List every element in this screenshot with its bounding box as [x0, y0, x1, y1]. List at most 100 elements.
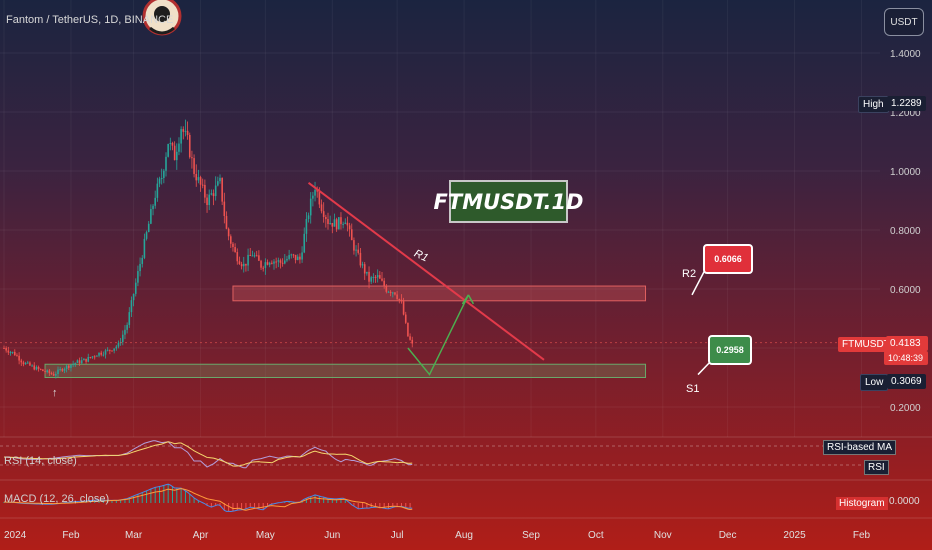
candle-body [93, 356, 96, 358]
candle-body [320, 204, 323, 212]
candle-body [39, 368, 42, 370]
low-label: Low [860, 374, 889, 391]
macd-zero-value: 0.0000 [889, 496, 920, 507]
currency-button[interactable]: USDT [884, 8, 924, 36]
candle-body [20, 360, 23, 363]
candle-body [338, 217, 340, 230]
candle-body [268, 262, 271, 265]
candle-body [33, 365, 36, 370]
r2-callout[interactable]: 0.6066 [703, 244, 753, 274]
candle-body [236, 252, 239, 262]
candle-body [266, 262, 269, 265]
macd-pane-title[interactable]: MACD (12, 26, close) [4, 493, 110, 505]
candle-body [72, 363, 74, 365]
chart-title-annotation[interactable]: FTMUSDT.1D [434, 180, 583, 223]
candle-body [5, 348, 7, 351]
candle-body [176, 151, 178, 161]
candle-body [61, 369, 64, 371]
candle-body [340, 217, 342, 225]
candle-body [381, 278, 383, 281]
candle-body [186, 130, 189, 135]
candle-body [249, 254, 252, 256]
projection-arrowhead [461, 294, 475, 305]
candle-body [124, 329, 126, 335]
rsi-tag: RSI [864, 460, 889, 475]
candle-body [152, 205, 154, 210]
candle-body [85, 358, 87, 362]
candle-body [325, 217, 327, 220]
candle-body [98, 352, 100, 356]
candle-body [145, 232, 148, 239]
tradingview-logo-icon [138, 0, 186, 42]
candle-body [111, 350, 113, 352]
candle-body [331, 223, 334, 227]
y-tick-label: 0.8000 [890, 226, 921, 237]
symbol-title[interactable]: Fantom / TetherUS, 1D, BINANCE [6, 14, 174, 26]
candle-body [50, 373, 53, 375]
rsi-ma-line [3, 441, 413, 467]
x-tick-label: Sep [522, 530, 540, 541]
candle-body [400, 299, 403, 302]
candle-body [290, 254, 293, 256]
candle-body [117, 342, 120, 347]
candle-body [46, 370, 48, 372]
x-tick-label: Feb [853, 530, 871, 541]
x-axis: 2024 Feb Mar Apr May Jun Jul Aug Sep Oct Nov Dec 202… [4, 530, 871, 541]
y-tick-label: 0.6000 [890, 285, 921, 296]
candle-body [83, 358, 85, 361]
candle-body [106, 349, 109, 351]
candle-body [329, 223, 331, 225]
candle-body [195, 173, 198, 181]
candle-body [24, 362, 27, 365]
candle-body [402, 301, 405, 315]
candle-body [333, 219, 336, 227]
candle-body [65, 365, 68, 369]
candle-body [171, 142, 174, 146]
x-tick-label: May [256, 530, 275, 541]
projection-path [407, 294, 470, 376]
candle-body [100, 352, 102, 355]
candle-body [355, 249, 357, 251]
candle-body [350, 229, 353, 241]
candle-body [26, 362, 29, 364]
candle-body [292, 254, 295, 256]
candle-body [109, 349, 111, 351]
candle-body [130, 300, 133, 313]
candle-body [225, 216, 228, 229]
candle-body [223, 201, 226, 217]
x-tick-label: Jun [324, 530, 340, 541]
candle-body [78, 360, 81, 364]
candle-body [180, 129, 182, 144]
candle-body [91, 356, 94, 358]
candle-body [394, 292, 396, 295]
s1-callout[interactable]: 0.2958 [708, 335, 752, 365]
candle-body [199, 177, 202, 185]
candle-body [230, 236, 232, 244]
candle-body [363, 264, 366, 274]
rsi-pane-title[interactable]: RSI (14, close) [4, 455, 77, 467]
candle-body [262, 267, 264, 269]
y-tick-label: 1.0000 [890, 167, 921, 178]
candle-body [389, 291, 392, 294]
candle-body [346, 222, 349, 226]
candle-body [134, 282, 137, 294]
candle-body [96, 355, 98, 357]
candle-body [357, 249, 360, 253]
candle-body [214, 185, 217, 197]
candle-body [31, 365, 33, 367]
candle-body [80, 360, 83, 364]
candle-body [188, 134, 191, 158]
x-tick-label: Jul [391, 530, 404, 541]
high-label: High [858, 96, 889, 113]
candle-body [3, 348, 5, 349]
candle-body [251, 255, 254, 257]
candle-body [178, 143, 180, 152]
candle-body [55, 374, 57, 376]
sr-zones [44, 285, 647, 379]
candle-body [348, 225, 351, 230]
trendline-r1 [307, 182, 545, 361]
x-tick-label: Oct [588, 530, 604, 541]
candle-body [312, 195, 314, 199]
